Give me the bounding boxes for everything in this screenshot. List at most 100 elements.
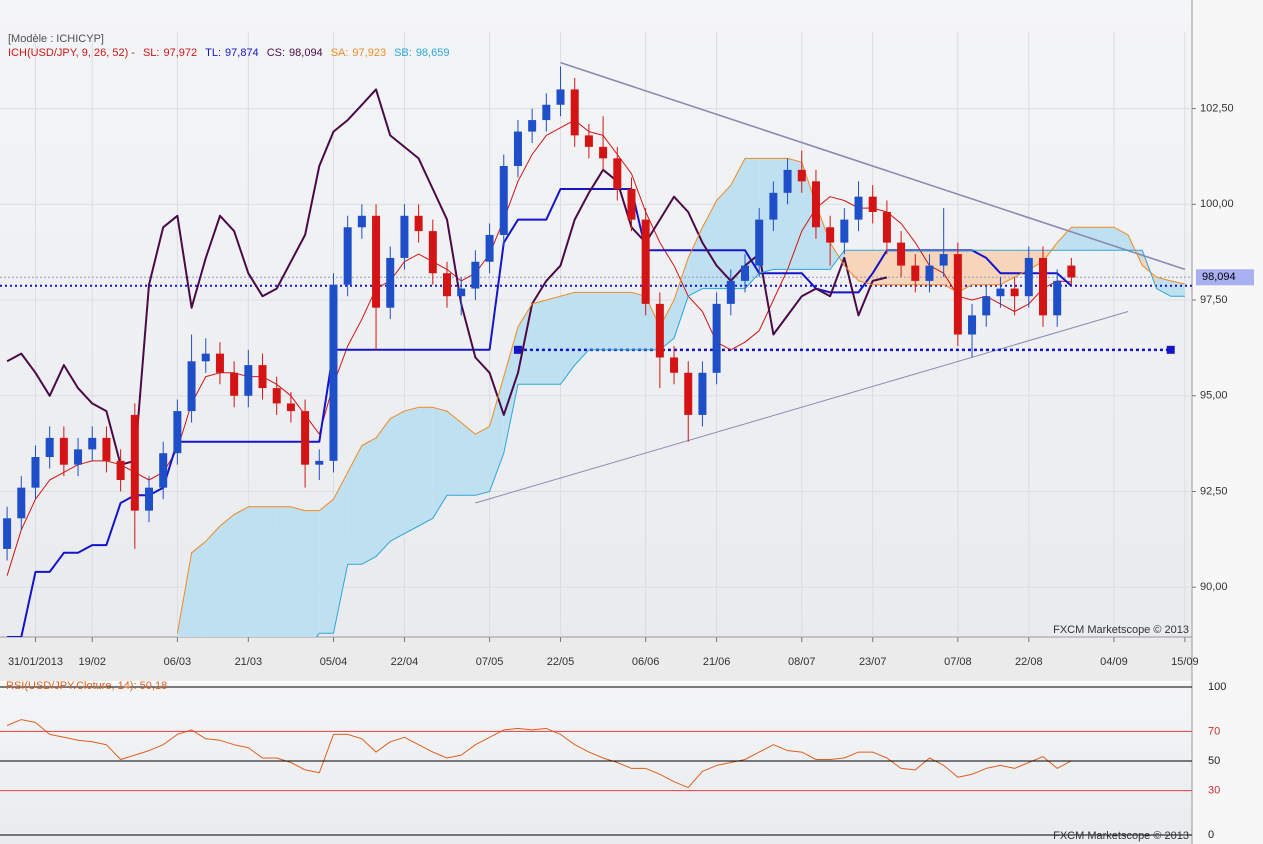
x-tick-label: 23/07	[859, 656, 887, 668]
x-tick-label: 31/01/2013	[8, 656, 63, 668]
cloud-fill	[262, 506, 277, 637]
cloud-fill	[702, 200, 717, 289]
cloud-fill	[447, 411, 462, 496]
candle-body	[840, 219, 849, 243]
x-tick-label: 21/03	[235, 656, 263, 668]
y-tick-label: 97,50	[1200, 294, 1228, 306]
candle-body	[145, 487, 153, 511]
x-tick-label: 15/09	[1171, 656, 1199, 668]
cloud-fill	[588, 292, 604, 350]
cloud-fill	[617, 292, 632, 350]
candle-body	[372, 215, 381, 308]
candle-body	[31, 457, 40, 488]
candle-body	[897, 242, 906, 266]
cloud-fill	[532, 300, 547, 385]
candle-body	[925, 265, 934, 281]
cloud-fill	[546, 296, 561, 385]
cloud-fill	[1156, 277, 1171, 297]
cloud-fill	[801, 162, 816, 270]
cloud-fill	[1099, 227, 1114, 251]
support-handle	[1166, 345, 1175, 354]
cloud-fill	[986, 250, 1001, 285]
cloud-fill	[1071, 227, 1086, 251]
candle-body	[443, 273, 451, 297]
candle-body	[684, 372, 693, 415]
cloud-fill	[361, 437, 376, 565]
candle-body	[1024, 257, 1033, 297]
cloud-fill	[560, 292, 575, 385]
candle-body	[74, 449, 83, 465]
x-tick-label: 19/02	[78, 656, 106, 668]
candle-body	[1067, 265, 1076, 278]
candle-body	[315, 460, 324, 465]
legend-name: SB:	[394, 47, 412, 59]
candle-body	[102, 437, 111, 461]
cloud-fill	[205, 526, 220, 637]
cloud-fill	[418, 407, 433, 526]
candle-body	[528, 120, 537, 132]
cloud-fill	[248, 506, 263, 637]
cloud-fill	[503, 326, 518, 454]
x-tick-label: 06/06	[632, 656, 660, 668]
candle-body	[584, 135, 593, 147]
candle-body	[471, 261, 480, 289]
cloud-fill	[461, 422, 476, 496]
cloud-fill	[631, 292, 646, 350]
candle-body	[599, 146, 608, 159]
x-tick-label: 08/07	[788, 656, 816, 668]
cloud-fill	[858, 250, 873, 285]
x-tick-label: 07/05	[476, 656, 504, 668]
x-tick-label: 07/08	[944, 656, 972, 668]
x-tick-label: 22/08	[1015, 656, 1043, 668]
candle-body	[882, 211, 891, 243]
candle-body	[769, 192, 778, 220]
cloud-fill	[432, 407, 447, 519]
axes: 90,00 92,50 95,00 97,50 100,00 102,50 31/01/20…	[0, 102, 1254, 842]
rsi-tick-label: 70	[1208, 725, 1220, 737]
trendline	[475, 311, 1129, 504]
candle-body	[939, 254, 948, 266]
y-tick-label: 90,00	[1200, 581, 1228, 593]
cloud-fill	[191, 541, 206, 637]
indicator-legend: ICH(USD/JPY, 9, 26, 52) - SL: 97,972 TL: 97,…	[8, 47, 449, 59]
candle-body	[400, 215, 409, 258]
date-axis-background	[0, 637, 1192, 681]
candle-body	[329, 284, 338, 461]
candle-body	[414, 215, 423, 232]
candle-body	[187, 361, 196, 412]
candle-body	[130, 414, 139, 511]
cloud-fill	[1057, 227, 1072, 251]
legend-value: 98,659	[416, 47, 450, 59]
rsi-plot	[6, 719, 1072, 789]
cloud-fill	[1000, 250, 1015, 285]
candle-body	[698, 372, 707, 415]
candle-body	[854, 196, 863, 220]
candle-body	[1010, 288, 1019, 297]
x-tick-label: 06/03	[164, 656, 192, 668]
candle-body	[386, 257, 395, 308]
candle-body	[783, 169, 792, 193]
candle-body	[485, 234, 494, 262]
candle-body	[726, 280, 735, 304]
cloud-fill	[730, 158, 745, 289]
legend-value: 98,094	[289, 47, 323, 59]
support-handle	[513, 345, 522, 354]
cloud-fill	[290, 506, 306, 637]
candle-body	[911, 265, 920, 281]
legend-name: SL:	[143, 47, 160, 59]
cloud-fill	[603, 292, 618, 350]
cloud-fill	[376, 418, 391, 557]
legend-name: SA:	[331, 47, 349, 59]
candle-body	[655, 303, 664, 358]
candle-body	[826, 227, 835, 243]
cloud-fill	[972, 250, 987, 285]
candle-body	[811, 181, 820, 228]
candle-body	[570, 89, 579, 136]
candle-body	[230, 372, 239, 396]
legend-value: 97,972	[163, 47, 197, 59]
cloud-fill	[276, 506, 291, 637]
cloud-fill	[475, 426, 490, 496]
candle-body	[173, 411, 182, 454]
cloud-fill	[319, 499, 334, 634]
candle-body	[741, 265, 749, 281]
